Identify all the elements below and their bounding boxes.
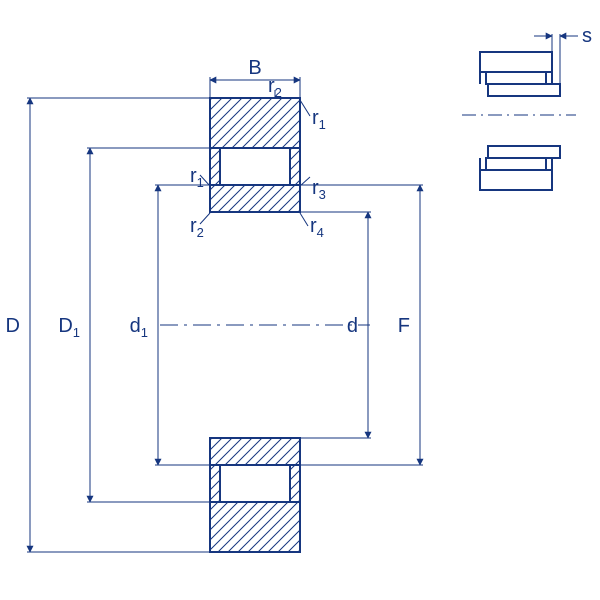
svg-text:D: D <box>6 315 20 337</box>
svg-text:s: s <box>582 25 592 47</box>
svg-text:D1: D1 <box>58 315 80 340</box>
svg-text:r3: r3 <box>312 177 326 202</box>
bearing-section-diagram: DD1d1dFB r2r1r1r3r2r4 s <box>0 0 600 600</box>
svg-text:r4: r4 <box>310 215 324 240</box>
svg-text:d1: d1 <box>130 315 148 340</box>
svg-text:F: F <box>398 315 410 337</box>
thumbnail-view: s <box>462 25 592 190</box>
svg-text:r2: r2 <box>190 215 204 240</box>
svg-text:r1: r1 <box>312 107 326 132</box>
svg-text:B: B <box>248 57 261 79</box>
svg-text:d: d <box>347 315 358 337</box>
